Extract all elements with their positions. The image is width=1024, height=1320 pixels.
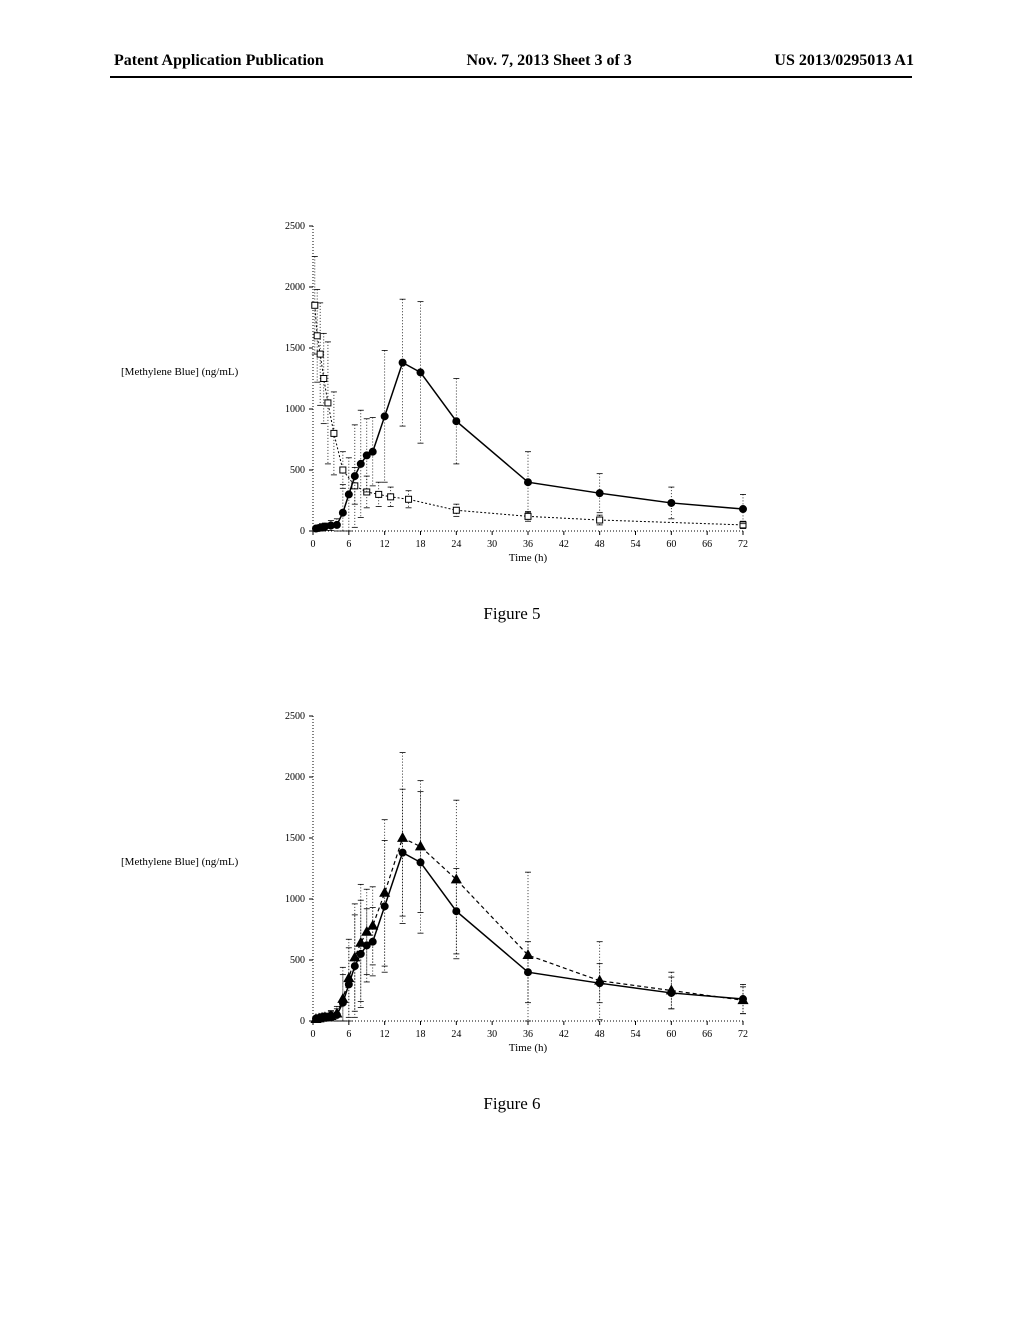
- figure-5-chart: [Methylene Blue] (ng/mL) 050010001500200…: [271, 216, 753, 571]
- svg-text:0: 0: [300, 1016, 305, 1027]
- svg-text:1000: 1000: [285, 894, 305, 905]
- svg-text:42: 42: [559, 1029, 569, 1040]
- svg-text:18: 18: [416, 539, 426, 550]
- svg-text:2000: 2000: [285, 282, 305, 293]
- svg-text:Time (h): Time (h): [509, 552, 548, 564]
- svg-text:1500: 1500: [285, 833, 305, 844]
- figure-6-block: [Methylene Blue] (ng/mL) 0 500 1000 1500 200…: [0, 706, 1024, 1114]
- svg-text:66: 66: [702, 539, 712, 550]
- svg-text:1500: 1500: [285, 343, 305, 354]
- svg-text:30: 30: [487, 539, 497, 550]
- svg-text:2500: 2500: [285, 221, 305, 232]
- figure-6-chart: [Methylene Blue] (ng/mL) 050010001500200…: [271, 706, 753, 1061]
- figure-6-y-label: [Methylene Blue] (ng/mL): [121, 856, 238, 868]
- header-left: Patent Application Publication: [114, 52, 324, 70]
- figure-6-svg: 0 500 1000 1500 2000 2500 0 6 12 18 24 30 36 42 48 54 60…: [271, 706, 753, 1061]
- figure-5-block: [Methylene Blue] (ng/mL) 0 500 1000 1500 200…: [0, 216, 1024, 624]
- svg-text:0: 0: [311, 539, 316, 550]
- header-right: US 2013/0295013 A1: [774, 52, 914, 70]
- svg-text:12: 12: [380, 539, 390, 550]
- svg-text:72: 72: [738, 539, 748, 550]
- svg-text:60: 60: [666, 1029, 676, 1040]
- svg-text:6: 6: [346, 1029, 351, 1040]
- svg-text:12: 12: [380, 1029, 390, 1040]
- figure-6-caption: Figure 6: [0, 1094, 1024, 1114]
- page-header: Patent Application Publication Nov. 7, 2…: [0, 52, 1024, 70]
- svg-text:36: 36: [523, 539, 533, 550]
- header-center: Nov. 7, 2013 Sheet 3 of 3: [466, 52, 631, 70]
- svg-text:60: 60: [666, 539, 676, 550]
- svg-text:18: 18: [416, 1029, 426, 1040]
- svg-text:48: 48: [595, 1029, 605, 1040]
- figure-5-svg: 0 500 1000 1500 2000 2500 0 6 12 18 24 30 36 42 48 54 60…: [271, 216, 753, 571]
- svg-text:2500: 2500: [285, 711, 305, 722]
- svg-text:66: 66: [702, 1029, 712, 1040]
- header-rule: [110, 76, 912, 78]
- svg-text:500: 500: [290, 465, 305, 476]
- svg-text:72: 72: [738, 1029, 748, 1040]
- svg-text:1000: 1000: [285, 404, 305, 415]
- svg-text:24: 24: [451, 539, 461, 550]
- figure-5-y-label: [Methylene Blue] (ng/mL): [121, 366, 238, 378]
- svg-text:36: 36: [523, 1029, 533, 1040]
- svg-text:48: 48: [595, 539, 605, 550]
- svg-text:0: 0: [300, 526, 305, 537]
- svg-text:Time (h): Time (h): [509, 1042, 548, 1054]
- svg-text:24: 24: [451, 1029, 461, 1040]
- svg-text:54: 54: [631, 1029, 641, 1040]
- svg-text:0: 0: [311, 1029, 316, 1040]
- figure-5-caption: Figure 5: [0, 604, 1024, 624]
- svg-text:30: 30: [487, 1029, 497, 1040]
- svg-text:6: 6: [346, 539, 351, 550]
- svg-text:2000: 2000: [285, 772, 305, 783]
- svg-text:54: 54: [631, 539, 641, 550]
- svg-text:42: 42: [559, 539, 569, 550]
- svg-text:500: 500: [290, 955, 305, 966]
